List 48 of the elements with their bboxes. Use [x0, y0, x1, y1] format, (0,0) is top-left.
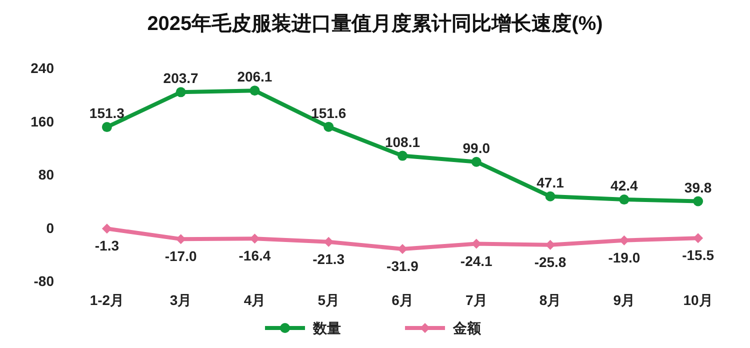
x-tick-label: 9月 [613, 292, 636, 308]
point [471, 156, 482, 167]
data-label: -24.1 [460, 252, 493, 269]
data-label: -21.3 [312, 250, 345, 267]
legend-label: 金额 [452, 320, 482, 336]
x-tick-label: 1-2月 [90, 292, 124, 308]
y-tick-label: -80 [34, 273, 54, 289]
y-tick-label: 240 [30, 60, 54, 76]
data-label: 151.3 [89, 105, 125, 122]
point [250, 86, 260, 96]
y-tick-label: 160 [30, 113, 54, 130]
data-label: 108.1 [384, 134, 420, 150]
point [398, 244, 408, 254]
data-label: 99.0 [462, 140, 490, 156]
x-tick-label: 6月 [392, 292, 414, 308]
point [619, 194, 630, 205]
data-label: 203.7 [163, 70, 199, 86]
point [398, 150, 408, 161]
point [102, 122, 112, 132]
point [176, 87, 186, 98]
data-label: -17.0 [164, 248, 197, 264]
y-tick-label: 0 [46, 220, 54, 236]
data-label: 47.1 [536, 174, 564, 190]
x-tick-label: 5月 [318, 292, 340, 308]
point [693, 233, 704, 244]
legend-label: 数量 [312, 320, 341, 336]
data-label: -19.0 [608, 249, 640, 266]
data-label: -15.5 [682, 247, 714, 264]
data-label: 42.4 [610, 178, 638, 194]
data-label: -31.9 [386, 258, 419, 274]
data-label: 206.1 [237, 68, 272, 85]
chart-title: 2025年毛皮服装进口量值月度累计同比增长速度(%) [147, 12, 603, 35]
y-tick-label: 80 [38, 166, 54, 182]
data-label: -1.3 [94, 238, 120, 254]
point [102, 224, 112, 234]
point [545, 191, 556, 202]
point [324, 236, 334, 247]
x-tick-label: 8月 [539, 292, 562, 308]
data-label: -16.4 [238, 248, 271, 264]
x-tick-label: 4月 [244, 292, 266, 308]
x-tick-label: 3月 [170, 292, 192, 308]
data-label: 151.6 [311, 104, 346, 121]
point [324, 122, 334, 132]
data-label: 39.8 [684, 179, 712, 196]
x-tick-label: 7月 [465, 292, 488, 308]
point [693, 196, 704, 206]
data-label: -25.8 [534, 254, 566, 270]
x-tick-label: 10月 [683, 292, 713, 308]
